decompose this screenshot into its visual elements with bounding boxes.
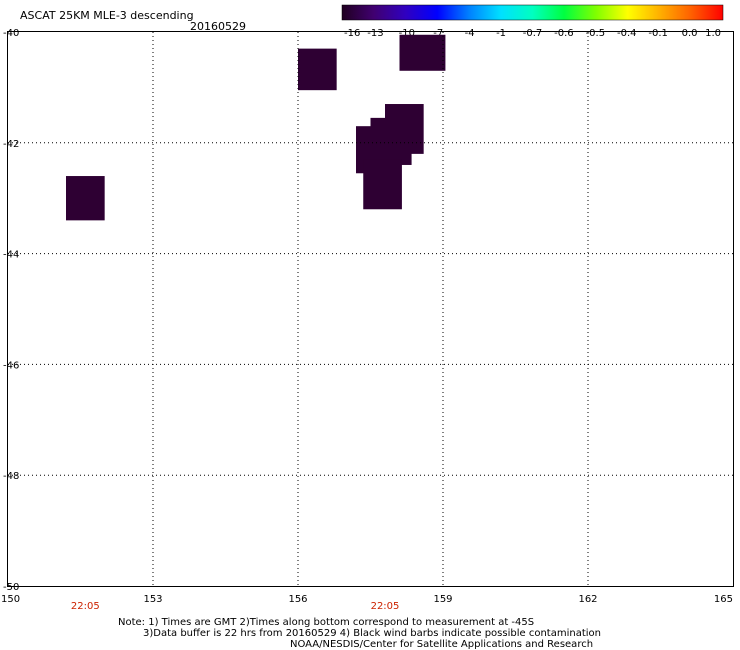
lat-tick-label: -46 [3, 360, 19, 371]
colorbar-label: 0.0 [682, 28, 698, 39]
data-cell [399, 34, 446, 71]
colorbar-labels: -16 -13 -10 -7 -4 -1 -0.7 -0.6 -0.5 -0.4 -0.1 0.0 1.… [344, 28, 721, 39]
data-cells [66, 34, 446, 221]
lon-tick-label: 153 [143, 594, 162, 605]
colorbar-label: -1 [496, 28, 506, 39]
colorbar-label: -13 [367, 28, 383, 39]
map-grid [8, 32, 733, 586]
colorbar [341, 4, 724, 21]
colorbar-label: -0.7 [523, 28, 543, 39]
colorbar-label: -7 [433, 28, 443, 39]
colorbar-label: -0.1 [648, 28, 668, 39]
data-cell [363, 159, 402, 210]
map-frame [7, 31, 734, 587]
map-title: ASCAT 25KM MLE-3 descending [20, 9, 194, 22]
colorbar-label: -0.5 [586, 28, 606, 39]
map-date: 20160529 [190, 20, 246, 33]
colorbar-label: -16 [344, 28, 360, 39]
colorbar-label: -0.6 [554, 28, 574, 39]
time-labels: 22:05 22:05 [71, 601, 399, 612]
time-label: 22:05 [371, 601, 400, 612]
lat-tick-label: -48 [3, 471, 19, 482]
lon-tick-label: 159 [433, 594, 452, 605]
lon-tick-label: 165 [714, 594, 733, 605]
note-line-1: Note: 1) Times are GMT 2)Times along bot… [118, 617, 535, 628]
lat-tick-label: -44 [3, 250, 19, 261]
colorbar-label: -4 [465, 28, 475, 39]
note-line-2: 3)Data buffer is 22 hrs from 20160529 4)… [143, 628, 601, 639]
colorbar-label: -0.4 [617, 28, 637, 39]
lat-tick-label: -50 [3, 582, 19, 593]
lon-tick-label: 156 [288, 594, 307, 605]
note-line-3: NOAA/NESDIS/Center for Satellite Applica… [290, 639, 594, 650]
time-label: 22:05 [71, 601, 100, 612]
data-cell [298, 48, 337, 91]
longitude-ticks: 150 153 156 159 162 165 [1, 594, 733, 605]
lon-tick-label: 162 [578, 594, 597, 605]
colorbar-label: 1.0 [705, 28, 721, 39]
lon-tick-label: 150 [1, 594, 20, 605]
latitude-ticks: -40 -42 -44 -46 -48 -50 [3, 28, 19, 593]
data-cell [385, 104, 424, 154]
data-cell [66, 176, 105, 221]
lat-tick-label: -42 [3, 139, 19, 150]
lat-tick-label: -40 [3, 28, 19, 39]
colorbar-label: -10 [399, 28, 415, 39]
